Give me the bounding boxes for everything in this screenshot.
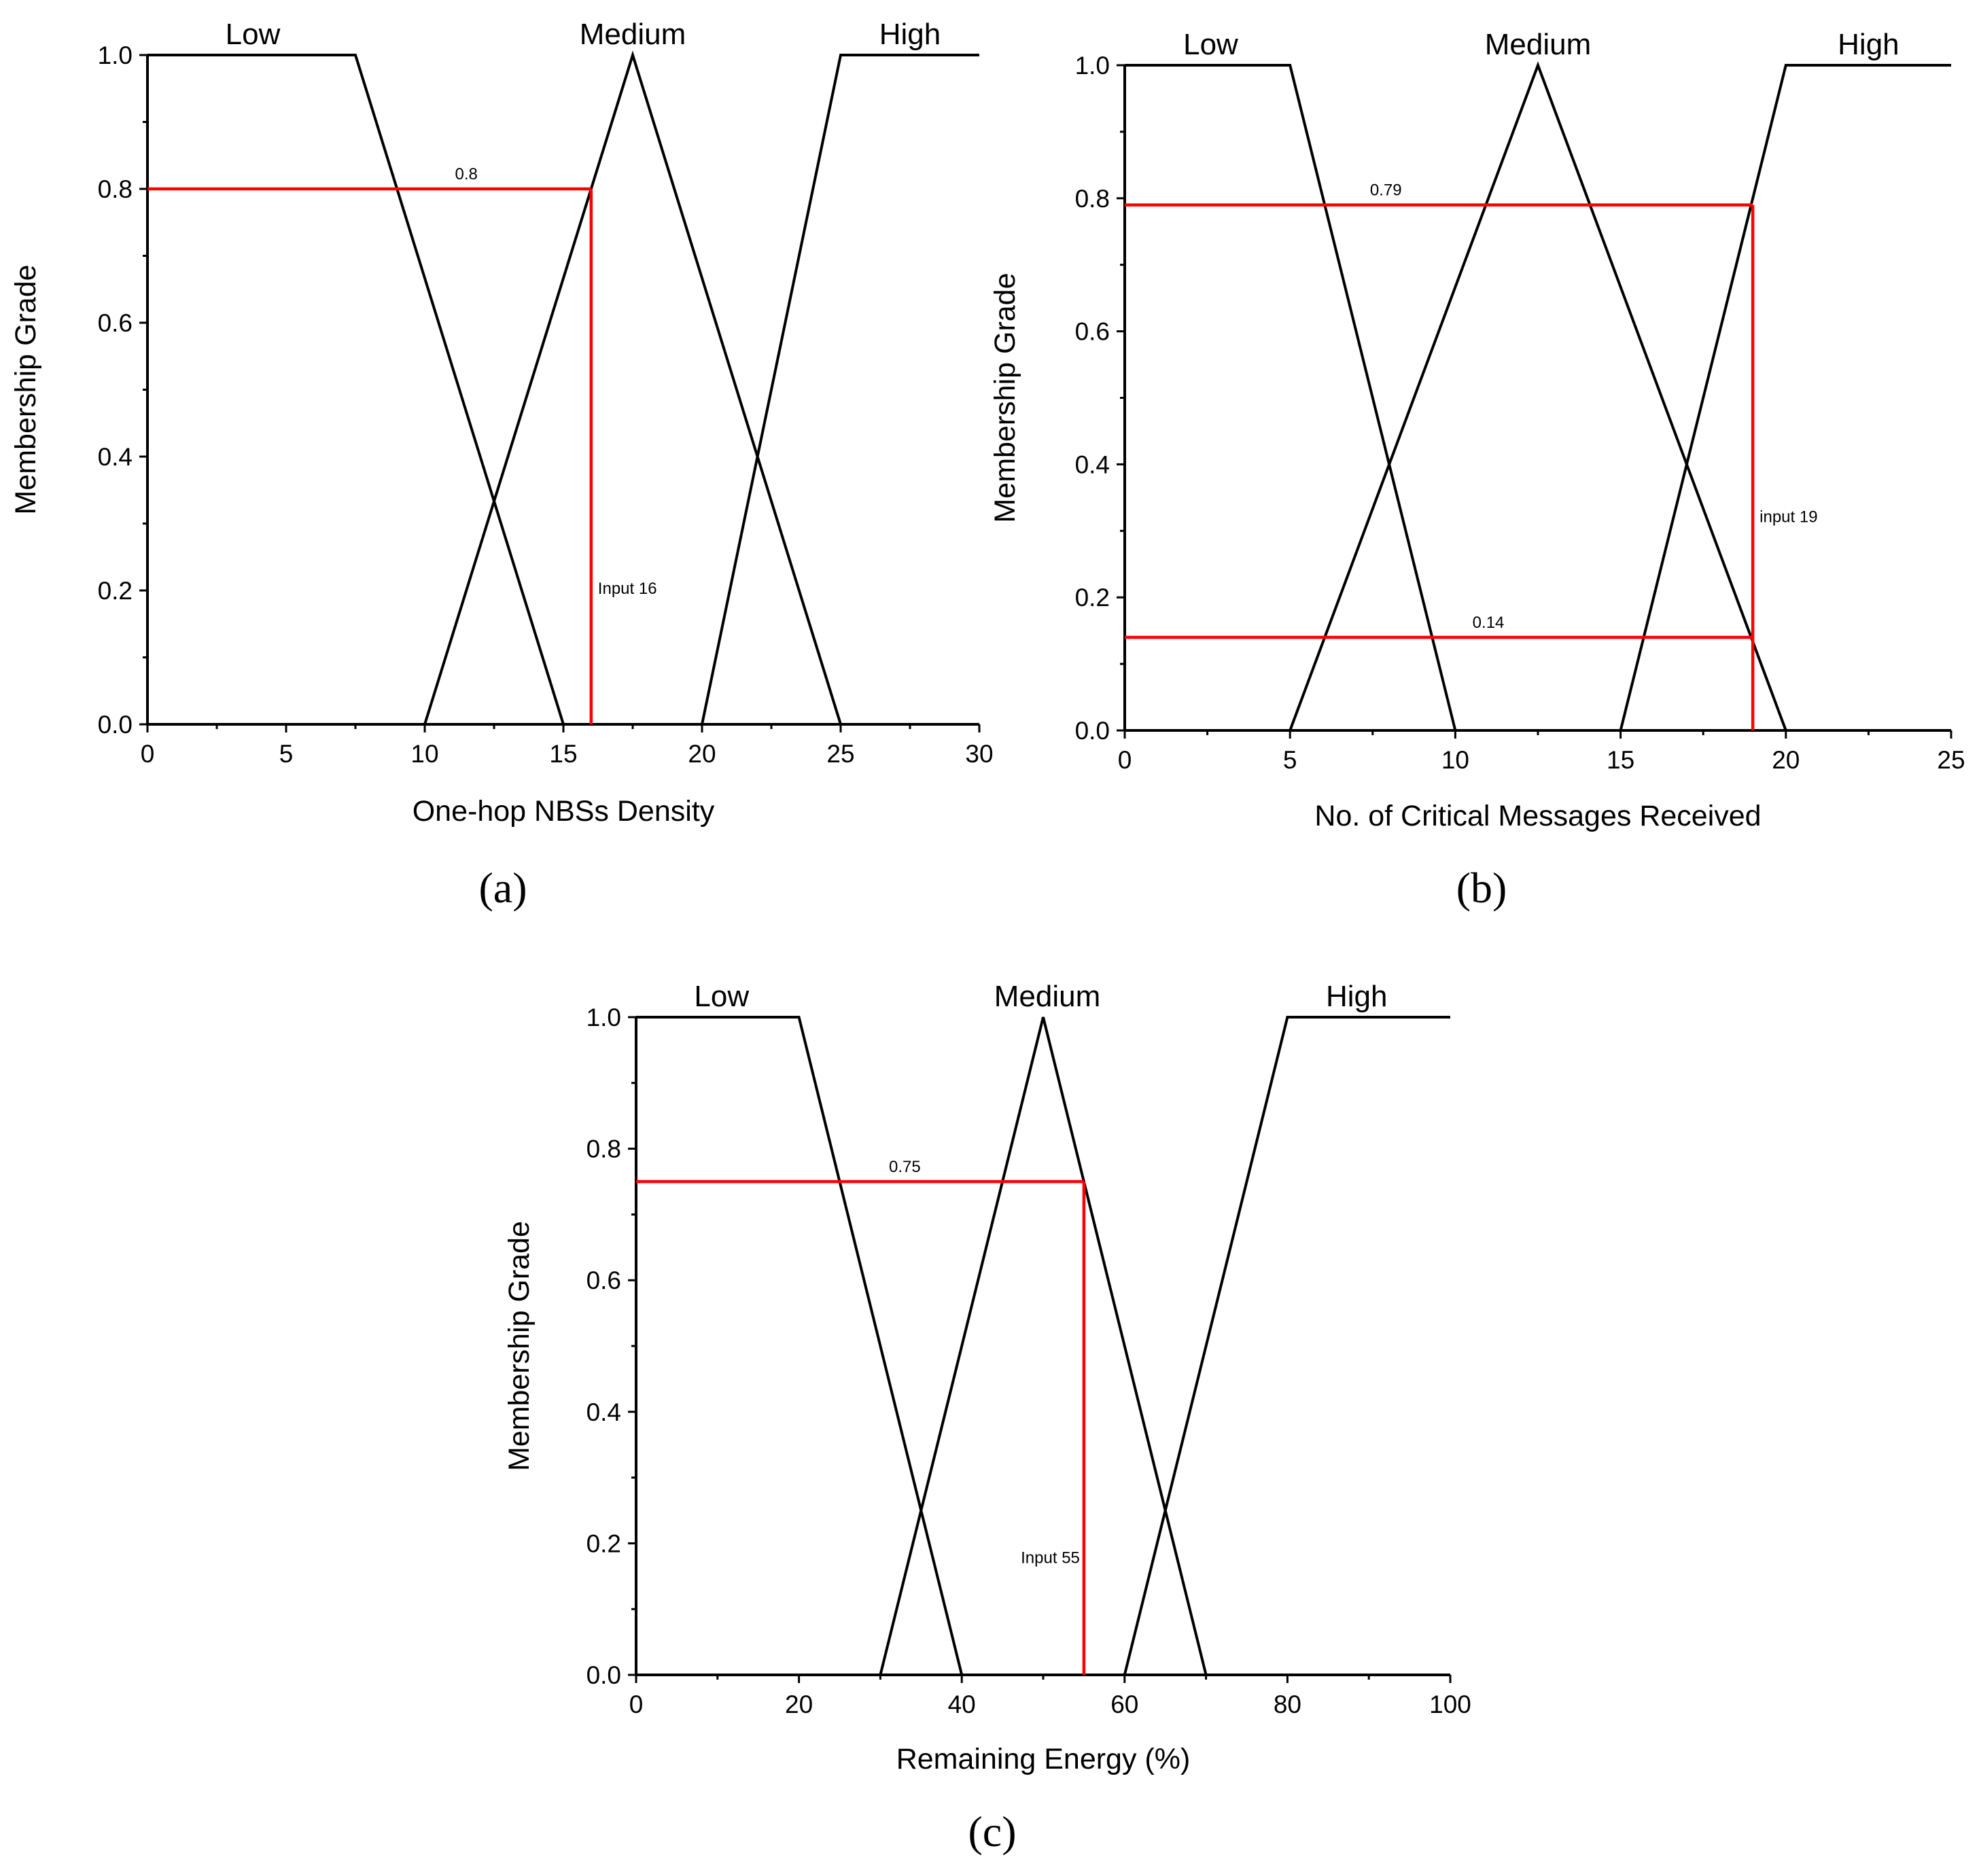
x-tick-label: 15 bbox=[549, 740, 577, 768]
membership-line-low bbox=[147, 54, 565, 725]
y-tick-label: 0.6 bbox=[98, 309, 133, 337]
y-tick-label: 0.0 bbox=[586, 1661, 621, 1689]
set-label-high: High bbox=[1838, 28, 1899, 61]
y-tick-label: 0.6 bbox=[586, 1267, 621, 1294]
set-label-medium: Medium bbox=[994, 980, 1101, 1013]
input-label: Input 55 bbox=[1021, 1548, 1080, 1567]
x-tick-label: 0 bbox=[629, 1691, 644, 1718]
x-tick-label: 25 bbox=[1937, 746, 1965, 774]
x-axis-title: Remaining Energy (%) bbox=[896, 1743, 1191, 1775]
y-tick-label: 0.6 bbox=[1075, 318, 1110, 346]
set-label-medium: Medium bbox=[1485, 28, 1592, 61]
y-tick-label: 1.0 bbox=[1075, 52, 1110, 79]
x-tick-label: 5 bbox=[279, 740, 294, 768]
membership-value-label: 0.14 bbox=[1473, 614, 1505, 632]
panel-label: (a) bbox=[478, 864, 527, 912]
y-axis-title: Membership Grade bbox=[989, 272, 1021, 523]
y-tick-label: 0.4 bbox=[98, 443, 133, 471]
membership-line-medium bbox=[879, 1016, 1208, 1676]
membership-line-high bbox=[1619, 64, 1951, 731]
y-tick-label: 0.2 bbox=[98, 577, 133, 605]
chart-panel-a: 0 5 10 15 20 25 30 0.0 0.2 0.4 0.6 0.8 1.0 One-hop NB… bbox=[10, 18, 994, 912]
y-axis-title: Membership Grade bbox=[503, 1221, 536, 1471]
panel-label: (b) bbox=[1456, 864, 1507, 912]
y-tick-label: 0.0 bbox=[1075, 717, 1110, 745]
x-tick-label: 60 bbox=[1110, 1691, 1138, 1718]
y-tick-label: 0.2 bbox=[586, 1529, 621, 1557]
membership-line-high bbox=[1123, 1016, 1450, 1676]
membership-line-medium bbox=[1289, 61, 1787, 731]
set-label-low: Low bbox=[694, 980, 749, 1013]
membership-value-label: 0.75 bbox=[889, 1158, 921, 1176]
x-axis-title: No. of Critical Messages Received bbox=[1314, 800, 1761, 832]
membership-line-high bbox=[701, 54, 979, 725]
x-tick-label: 40 bbox=[948, 1691, 976, 1718]
input-label: input 19 bbox=[1759, 508, 1817, 527]
panel-label: (c) bbox=[968, 1807, 1016, 1856]
membership-line-low bbox=[1125, 64, 1457, 731]
chart-panel-b: 0 5 10 15 20 25 0.0 0.2 0.4 0.6 0.8 1.0 No. of Criti… bbox=[989, 28, 1965, 912]
y-tick-label: 0.8 bbox=[1075, 185, 1110, 213]
set-label-high: High bbox=[879, 18, 941, 51]
x-tick-label: 10 bbox=[1441, 746, 1469, 774]
membership-value-label: 0.8 bbox=[455, 165, 478, 183]
y-tick-label: 0.8 bbox=[586, 1135, 621, 1163]
membership-value-label: 0.79 bbox=[1370, 181, 1402, 200]
x-tick-label: 20 bbox=[785, 1691, 813, 1718]
x-tick-label: 5 bbox=[1283, 746, 1297, 774]
y-tick-label: 0.4 bbox=[1075, 450, 1110, 478]
x-tick-label: 25 bbox=[826, 740, 854, 768]
x-axis-title: One-hop NBSs Density bbox=[413, 795, 715, 828]
set-label-medium: Medium bbox=[580, 18, 686, 51]
x-tick-label: 30 bbox=[965, 740, 993, 768]
y-tick-label: 0.0 bbox=[98, 711, 133, 739]
chart-panel-c: 0 20 40 60 80 100 0.0 0.2 0.4 0.6 0.8 1.0 Remaining … bbox=[503, 980, 1471, 1856]
set-label-low: Low bbox=[226, 18, 281, 51]
x-tick-label: 15 bbox=[1607, 746, 1634, 774]
set-label-high: High bbox=[1326, 980, 1388, 1013]
set-label-low: Low bbox=[1183, 28, 1238, 61]
x-tick-label: 0 bbox=[1118, 746, 1132, 774]
membership-line-low bbox=[636, 1016, 964, 1676]
y-tick-label: 0.2 bbox=[1075, 584, 1110, 612]
x-tick-label: 80 bbox=[1274, 1691, 1301, 1718]
membership-line-medium bbox=[423, 50, 842, 725]
x-tick-label: 20 bbox=[688, 740, 716, 768]
input-label: Input 16 bbox=[598, 580, 657, 598]
x-tick-label: 0 bbox=[141, 740, 155, 768]
y-tick-label: 1.0 bbox=[98, 41, 133, 69]
y-tick-label: 0.4 bbox=[586, 1398, 621, 1426]
x-tick-label: 10 bbox=[410, 740, 438, 768]
y-tick-label: 0.8 bbox=[98, 175, 133, 203]
x-tick-label: 20 bbox=[1772, 746, 1800, 774]
x-tick-label: 100 bbox=[1429, 1691, 1471, 1718]
y-axis-title: Membership Grade bbox=[10, 264, 42, 514]
y-tick-label: 1.0 bbox=[586, 1004, 621, 1031]
